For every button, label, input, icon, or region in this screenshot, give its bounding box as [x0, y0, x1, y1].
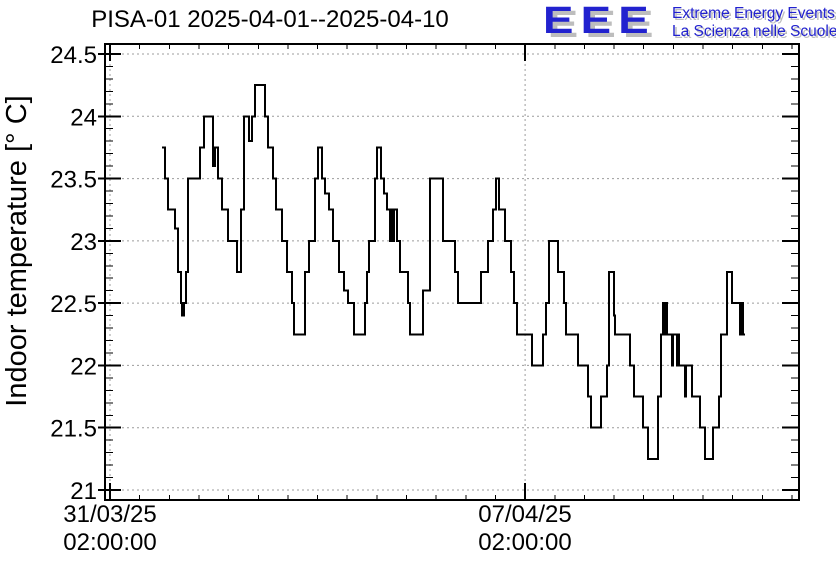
svg-text:22.5: 22.5 [50, 291, 97, 318]
x-tick-label-mid: 07/04/25 02:00:00 [435, 501, 615, 557]
x-tick-start-time: 02:00:00 [63, 529, 157, 556]
x-tick-mid-date: 07/04/25 [478, 501, 572, 528]
eee-logo-acronym: EEE [543, 0, 656, 42]
svg-text:21.5: 21.5 [50, 416, 97, 443]
svg-text:24.5: 24.5 [50, 42, 97, 69]
chart-title: PISA-01 2025-04-01--2025-04-10 [91, 6, 449, 33]
svg-text:23.5: 23.5 [50, 167, 97, 194]
svg-text:23: 23 [70, 229, 97, 256]
eee-logo-line2: La Scienza nelle Scuole [672, 23, 836, 40]
svg-text:24: 24 [70, 104, 97, 131]
x-tick-mid-time: 02:00:00 [478, 529, 572, 556]
eee-logo-line1: Extreme Energy Events [672, 5, 835, 22]
svg-text:22: 22 [70, 353, 97, 380]
svg-text:21: 21 [70, 478, 97, 505]
eee-logo-text: Extreme Energy Events La Scienza nelle S… [672, 5, 836, 41]
y-axis-label: Indoor temperature [° C] [1, 95, 33, 407]
x-tick-label-start: 31/03/25 02:00:00 [20, 501, 200, 557]
x-tick-start-date: 31/03/25 [63, 501, 157, 528]
